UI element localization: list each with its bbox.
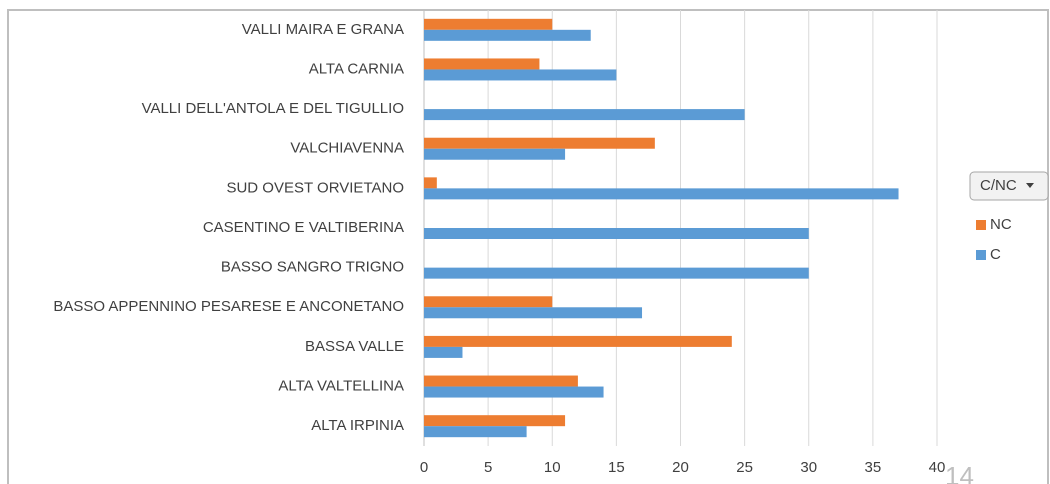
bar <box>424 307 643 319</box>
bar <box>424 346 463 358</box>
y-tick-label: SUD OVEST ORVIETANO <box>226 179 404 196</box>
x-tick-label: 25 <box>736 459 753 476</box>
bar <box>424 109 745 121</box>
bar <box>424 177 437 189</box>
y-tick-label: ALTA CARNIA <box>309 60 404 77</box>
legend-swatch <box>976 220 986 230</box>
filter-label[interactable]: C/NC <box>980 177 1017 194</box>
y-tick-label: CASENTINO E VALTIBERINA <box>203 219 404 236</box>
x-tick-label: 40 <box>929 459 946 476</box>
page-number: 14 <box>945 461 974 484</box>
y-tick-label: BASSA VALLE <box>305 338 404 355</box>
y-tick-label: VALLI DELL'ANTOLA E DEL TIGULLIO <box>142 100 404 117</box>
bar <box>424 386 604 398</box>
x-tick-label: 15 <box>608 459 625 476</box>
legend-label: NC <box>990 216 1012 233</box>
x-tick-label: 20 <box>672 459 689 476</box>
bar <box>424 426 527 438</box>
bar <box>424 415 566 427</box>
legend-swatch <box>976 250 986 260</box>
y-tick-label: BASSO SANGRO TRIGNO <box>221 259 404 276</box>
y-tick-label: BASSO APPENNINO PESARESE E ANCONETANO <box>53 298 404 315</box>
bar <box>424 335 732 347</box>
x-tick-label: 5 <box>484 459 492 476</box>
dropdown-arrow[interactable] <box>1026 183 1034 188</box>
y-tick-label: VALLI MAIRA E GRANA <box>242 21 404 38</box>
legend-filter[interactable]: C/NC <box>969 171 1049 201</box>
bar <box>424 69 617 81</box>
bar <box>424 188 899 200</box>
bar <box>424 375 578 387</box>
filter-button[interactable] <box>969 171 1049 201</box>
x-tick-label: 35 <box>865 459 882 476</box>
bar <box>424 296 553 308</box>
y-tick-label: ALTA IRPINIA <box>311 417 404 434</box>
bar <box>424 148 566 160</box>
bar <box>424 267 809 279</box>
bar <box>424 137 655 149</box>
y-tick-label: ALTA VALTELLINA <box>278 378 404 395</box>
bar <box>424 29 591 41</box>
bar <box>424 228 809 239</box>
chart-frame <box>7 9 1049 484</box>
x-tick-label: 30 <box>800 459 817 476</box>
bar <box>424 58 540 70</box>
y-tick-label: VALCHIAVENNA <box>290 140 404 157</box>
x-tick-label: 10 <box>544 459 561 476</box>
bar <box>424 18 553 30</box>
legend-label: C <box>990 246 1001 263</box>
x-tick-label: 0 <box>420 459 428 476</box>
